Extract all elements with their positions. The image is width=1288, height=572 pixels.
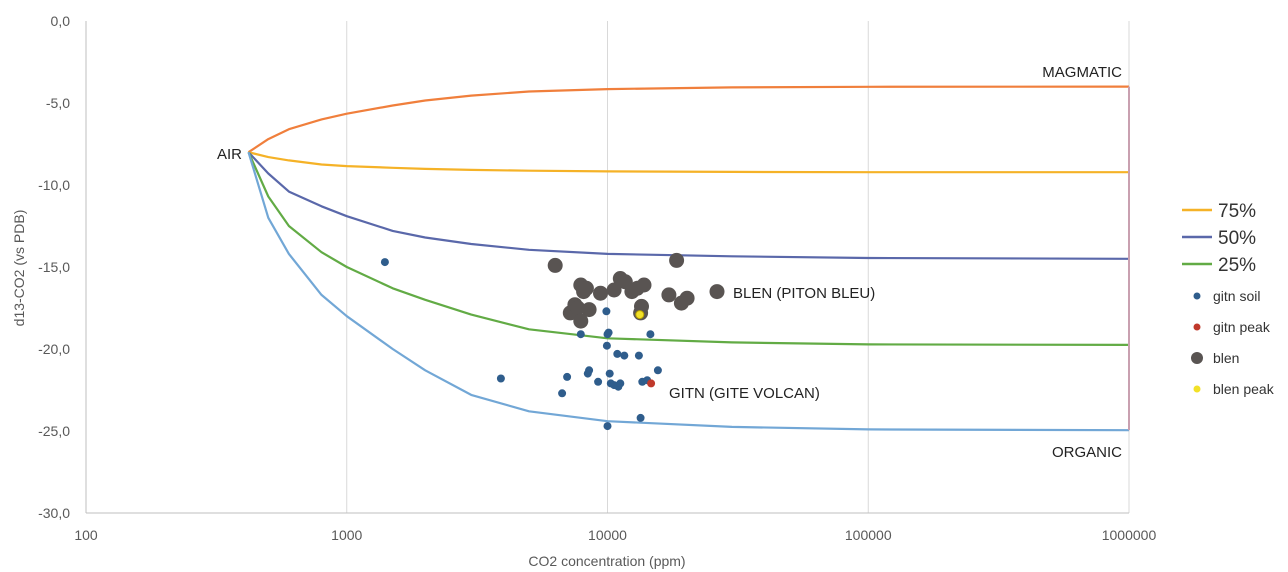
y-axis-title: d13-CO2 (vs PDB) — [11, 210, 27, 327]
y-tick-label: -5,0 — [46, 95, 70, 111]
point-blen — [679, 290, 695, 306]
point-blen — [636, 277, 652, 293]
point-blen — [669, 252, 685, 268]
annotation-organic: ORGANIC — [1052, 444, 1122, 461]
point-blen — [581, 302, 597, 318]
y-tick-label: 0,0 — [51, 13, 71, 29]
legend-marker-label: gitn peak — [1213, 319, 1271, 335]
point-gitn-soil — [653, 366, 662, 375]
legend-marker-label: blen peak — [1213, 381, 1275, 397]
mixing-curve — [247, 151, 1130, 260]
legend-line-label: 25% — [1218, 255, 1256, 276]
legend-marker — [1193, 385, 1201, 393]
point-gitn-soil — [585, 366, 594, 375]
y-tick-label: -10,0 — [38, 177, 70, 193]
point-blen — [573, 313, 589, 329]
legend-line-label: 50% — [1218, 228, 1256, 249]
y-tick-label: -20,0 — [38, 341, 70, 357]
y-tick-label: -30,0 — [38, 505, 70, 521]
point-gitn-soil — [636, 413, 645, 422]
data-points — [380, 252, 725, 431]
annotation-blen: BLEN (PITON BLEU) — [733, 285, 875, 302]
x-tick-label: 100000 — [845, 527, 892, 543]
point-gitn-soil — [603, 422, 612, 431]
mixing-curve — [247, 151, 1130, 432]
point-gitn-soil — [594, 377, 603, 386]
legend-marker — [1191, 352, 1203, 364]
point-blen — [634, 298, 649, 314]
annotation-air: AIR — [217, 146, 242, 163]
point-gitn-soil — [605, 369, 614, 378]
point-gitn-soil — [646, 330, 655, 339]
point-blen-peak — [635, 310, 645, 320]
legend-marker-label: gitn soil — [1213, 288, 1260, 304]
point-gitn-soil — [616, 379, 625, 388]
point-blen — [661, 287, 677, 303]
x-tick-label: 100 — [74, 527, 98, 543]
x-axis-title: CO2 concentration (ppm) — [528, 553, 685, 569]
x-tick-label: 1000 — [331, 527, 362, 543]
y-tick-label: -25,0 — [38, 423, 70, 439]
legend-marker-label: blen — [1213, 350, 1239, 366]
legend-line-label: 75% — [1218, 201, 1256, 222]
point-blen — [709, 284, 725, 300]
mixing-curves — [247, 85, 1130, 432]
legend-marker — [1193, 292, 1201, 300]
point-blen — [578, 280, 594, 296]
point-gitn-soil — [634, 351, 643, 360]
tick-labels: 100 1000 10000 100000 1000000 0,0 -5,0 -10,0 -15… — [38, 13, 1156, 543]
point-gitn-soil — [604, 328, 613, 337]
point-gitn-soil — [563, 372, 572, 381]
point-blen — [570, 300, 586, 316]
point-gitn-soil — [496, 374, 505, 383]
mixing-curve — [247, 151, 1130, 346]
point-gitn-soil — [613, 349, 622, 358]
point-blen — [547, 257, 563, 273]
point-gitn-soil — [602, 307, 611, 316]
mixing-curve — [248, 151, 1129, 174]
point-gitn-soil — [558, 389, 567, 398]
y-tick-label: -15,0 — [38, 259, 70, 275]
point-blen — [606, 282, 622, 298]
mixing-curve — [247, 85, 1130, 154]
point-gitn-soil — [380, 258, 389, 267]
point-blen — [593, 285, 608, 301]
legend: 75% 50% 25% gitn soil gitn peak blen blen peak — [1182, 201, 1275, 397]
annotation-gitn: GITN (GITE VOLCAN) — [669, 385, 820, 402]
point-gitn-soil — [576, 330, 585, 339]
axes — [85, 21, 1129, 514]
point-gitn-peak — [647, 379, 656, 388]
point-gitn-soil — [620, 351, 629, 360]
x-tick-label: 10000 — [588, 527, 627, 543]
x-tick-label: 1000000 — [1102, 527, 1157, 543]
annotation-magmatic: MAGMATIC — [1042, 64, 1122, 81]
point-gitn-soil — [602, 341, 611, 350]
legend-marker — [1193, 323, 1201, 331]
